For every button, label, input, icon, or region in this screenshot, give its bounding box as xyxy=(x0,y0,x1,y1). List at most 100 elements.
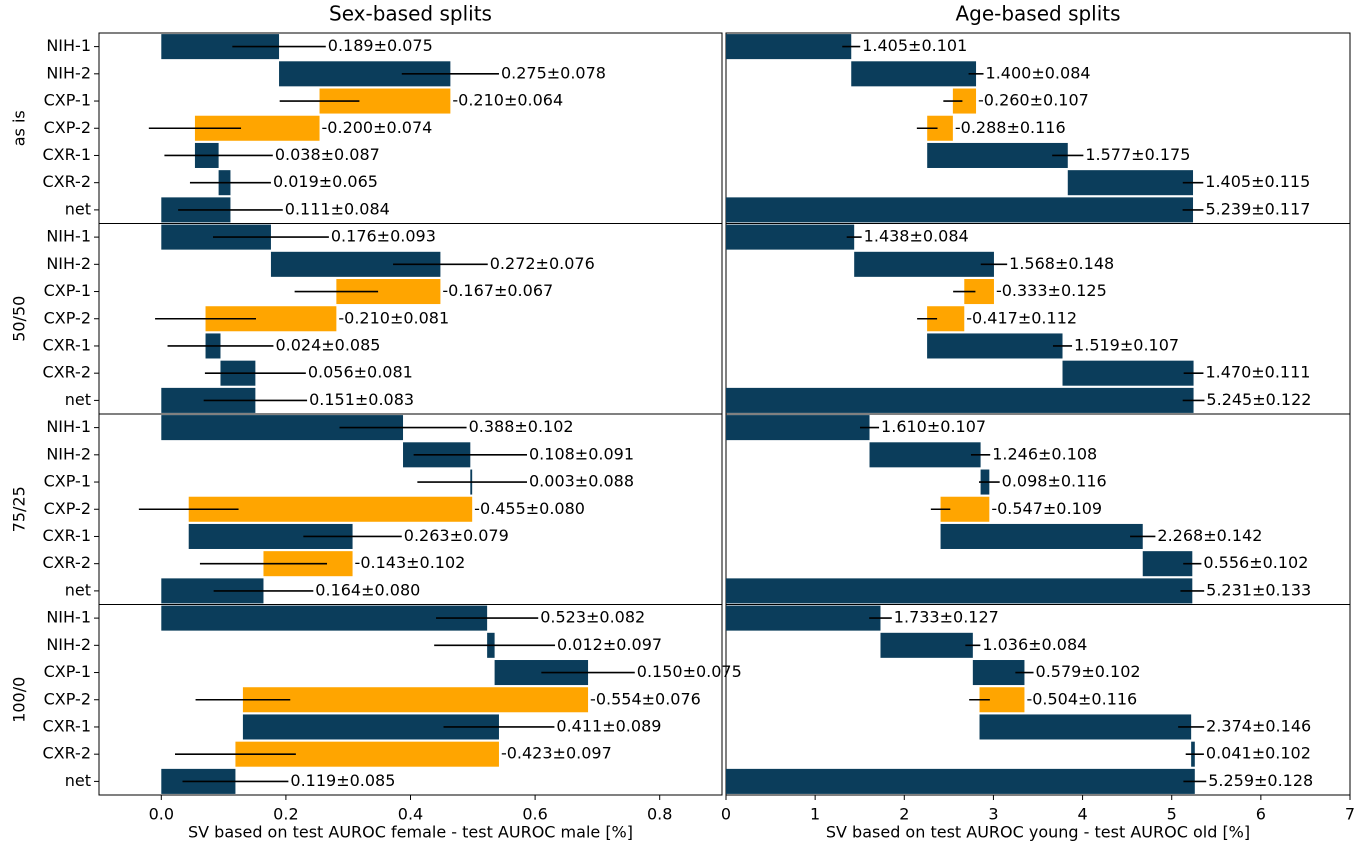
x-tick-label: 3 xyxy=(988,805,998,824)
x-tick-label: 0.2 xyxy=(273,805,298,824)
bar xyxy=(726,768,1195,794)
y-tick-label: CXR-2 xyxy=(42,363,91,382)
data-label: -0.423±0.097 xyxy=(501,744,612,763)
bar xyxy=(726,578,1193,604)
data-label: -0.210±0.064 xyxy=(452,91,563,110)
bar xyxy=(726,415,870,441)
y-tick-label: CXR-2 xyxy=(42,744,91,763)
data-label: 1.036±0.084 xyxy=(982,635,1087,654)
data-label: 0.038±0.087 xyxy=(275,145,380,164)
y-tick-label: CXR-1 xyxy=(42,716,91,735)
data-label: 5.231±0.133 xyxy=(1206,580,1311,599)
data-label: 1.405±0.115 xyxy=(1205,172,1310,191)
y-tick-label: NIH-1 xyxy=(46,36,91,55)
data-label: 1.438±0.084 xyxy=(864,227,969,246)
x-tick-label: 4 xyxy=(1077,805,1087,824)
x-axis-label: SV based on test AUROC young - test AURO… xyxy=(826,823,1250,842)
y-tick-label: NIH-2 xyxy=(46,254,91,273)
data-label: 0.003±0.088 xyxy=(529,472,634,491)
bar xyxy=(851,61,977,87)
bar xyxy=(726,224,855,250)
panel-label: as is xyxy=(10,110,29,146)
x-tick-label: 0.8 xyxy=(647,805,672,824)
data-label: 0.556±0.102 xyxy=(1203,553,1308,572)
data-label: 0.024±0.085 xyxy=(275,335,380,354)
data-label: -0.417±0.112 xyxy=(966,308,1077,327)
y-tick-label: net xyxy=(65,580,91,599)
y-tick-label: CXP-1 xyxy=(44,472,91,491)
bar xyxy=(1062,360,1194,386)
data-label: -0.143±0.102 xyxy=(355,553,466,572)
x-tick-label: 0 xyxy=(721,805,731,824)
data-label: -0.455±0.080 xyxy=(474,499,585,518)
y-tick-label: CXP-1 xyxy=(44,281,91,300)
bar xyxy=(1067,170,1194,196)
x-tick-label: 6 xyxy=(1256,805,1266,824)
data-label: 5.259±0.128 xyxy=(1208,771,1313,790)
bar xyxy=(952,88,977,114)
data-label: 1.246±0.108 xyxy=(992,444,1097,463)
y-tick-label: CXP-2 xyxy=(44,689,91,708)
data-label: 0.263±0.079 xyxy=(404,526,509,545)
panel-label: 75/25 xyxy=(10,486,29,532)
y-tick-label: NIH-1 xyxy=(46,608,91,627)
y-tick-label: CXP-1 xyxy=(44,662,91,681)
y-tick-label: net xyxy=(65,199,91,218)
bar xyxy=(726,197,1194,223)
x-tick-label: 5 xyxy=(1167,805,1177,824)
data-label: 0.111±0.084 xyxy=(285,199,390,218)
y-tick-label: CXP-2 xyxy=(44,118,91,137)
data-label: 1.400±0.084 xyxy=(986,63,1091,82)
data-label: -0.554±0.076 xyxy=(590,689,701,708)
panel-frame xyxy=(725,604,1351,796)
data-label: -0.210±0.081 xyxy=(338,308,449,327)
bar xyxy=(880,632,973,658)
bar xyxy=(940,523,1143,549)
x-tick-label: 7 xyxy=(1345,805,1355,824)
data-label: 0.579±0.102 xyxy=(1036,662,1141,681)
bar xyxy=(726,34,852,60)
data-label: 0.189±0.075 xyxy=(328,36,433,55)
data-label: 0.108±0.091 xyxy=(529,444,634,463)
y-tick-label: CXR-2 xyxy=(42,553,91,572)
data-label: 1.470±0.111 xyxy=(1205,363,1310,382)
y-tick-label: CXR-2 xyxy=(42,172,91,191)
chart-title: Sex-based splits xyxy=(329,2,492,26)
bar xyxy=(927,333,1063,359)
data-label: 0.119±0.085 xyxy=(290,771,395,790)
data-label: 1.610±0.107 xyxy=(881,417,986,436)
data-label: 0.150±0.075 xyxy=(637,662,742,681)
data-label: -0.504±0.116 xyxy=(1026,689,1137,708)
x-tick-label: 0.4 xyxy=(398,805,423,824)
panel-label: 100/0 xyxy=(10,677,29,723)
x-tick-label: 0.6 xyxy=(522,805,547,824)
data-label: 5.239±0.117 xyxy=(1205,199,1310,218)
data-label: 2.374±0.146 xyxy=(1206,716,1311,735)
y-tick-label: NIH-2 xyxy=(46,635,91,654)
x-tick-label: 0.0 xyxy=(149,805,174,824)
data-label: 0.411±0.089 xyxy=(556,716,661,735)
x-axis-label: SV based on test AUROC female - test AUR… xyxy=(188,823,633,842)
data-label: 0.523±0.082 xyxy=(540,608,645,627)
y-tick-label: CXR-1 xyxy=(42,145,91,164)
data-label: 0.012±0.097 xyxy=(557,635,662,654)
data-label: -0.200±0.074 xyxy=(322,118,433,137)
data-label: 0.151±0.083 xyxy=(309,390,414,409)
y-tick-label: CXR-1 xyxy=(42,335,91,354)
data-label: -0.333±0.125 xyxy=(996,281,1107,300)
data-label: -0.288±0.116 xyxy=(955,118,1066,137)
data-label: -0.167±0.067 xyxy=(442,281,553,300)
bar xyxy=(854,251,994,277)
data-label: 0.041±0.102 xyxy=(1206,744,1311,763)
data-label: 1.733±0.127 xyxy=(894,608,999,627)
data-label: 0.272±0.076 xyxy=(490,254,595,273)
x-tick-label: 2 xyxy=(899,805,909,824)
y-tick-label: net xyxy=(65,390,91,409)
y-tick-label: CXP-2 xyxy=(44,308,91,327)
bar xyxy=(869,442,981,468)
panel-label: 50/50 xyxy=(10,296,29,342)
data-label: 1.577±0.175 xyxy=(1085,145,1190,164)
y-tick-label: CXR-1 xyxy=(42,526,91,545)
